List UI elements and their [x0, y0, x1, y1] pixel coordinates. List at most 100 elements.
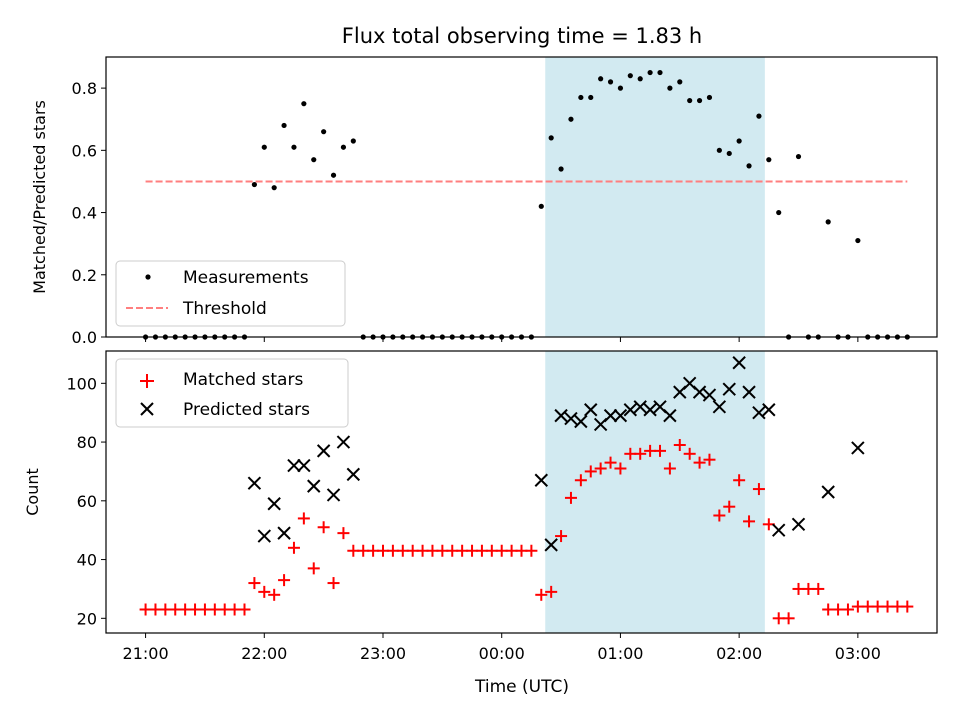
measurement-point	[667, 85, 673, 91]
measurement-point	[657, 69, 663, 76]
measurement-point	[766, 157, 772, 163]
matched-star-point	[594, 462, 607, 475]
measurement-point	[321, 129, 327, 135]
predicted-star-point	[722, 382, 736, 396]
matched-star-point	[752, 483, 765, 496]
measurement-point	[825, 219, 831, 225]
matched-star-point	[307, 562, 320, 575]
predicted-star-point	[326, 488, 341, 502]
predicted-star-point	[791, 517, 806, 532]
predicted-star-point	[692, 385, 707, 399]
predicted-star-point	[574, 414, 588, 429]
predicted-star-point	[633, 400, 647, 414]
measurement-point	[340, 144, 347, 150]
measurement-point	[617, 85, 624, 91]
predicted-star-point	[603, 408, 618, 423]
measurement-point	[558, 166, 564, 172]
matched-star-point	[258, 585, 271, 598]
predicted-star-point	[851, 441, 865, 455]
predicted-star-point	[742, 385, 756, 399]
measurement-point	[350, 138, 356, 144]
x-tick-label: 03:00	[835, 644, 881, 663]
x-tick-label: 01:00	[597, 644, 643, 663]
predicted-star-point	[247, 476, 262, 490]
matched-star-point	[297, 512, 310, 525]
measurement-point	[607, 79, 614, 85]
bottom-x-ticks: 21:00 22:00 23:00 00:00 01:00 02:00 03:00	[123, 633, 881, 663]
measurement-point	[568, 116, 574, 122]
measurement-point	[538, 203, 544, 209]
matched-star-point	[604, 456, 617, 469]
predicted-star-point	[287, 458, 301, 473]
y-tick-label: 100	[66, 374, 97, 393]
measurement-point	[706, 94, 713, 101]
measurement-point	[301, 101, 307, 107]
measurement-point	[677, 79, 683, 85]
measurement-point	[855, 237, 861, 244]
measurement-point	[637, 76, 643, 82]
top-axes-frame	[105, 56, 938, 338]
measurement-point	[311, 157, 317, 163]
predicted-star-point	[564, 411, 578, 426]
measurement-point	[776, 209, 782, 216]
matched-star-point	[278, 574, 291, 587]
measurement-point	[696, 97, 703, 104]
measurement-point	[251, 181, 257, 188]
y-tick-label: 40	[77, 551, 97, 570]
matched-star-point	[545, 585, 558, 598]
predicted-star-point	[307, 479, 321, 493]
chart-title: Flux total observing time = 1.83 h	[342, 24, 702, 48]
predicted-star-point	[821, 485, 835, 499]
predicted-star-point	[702, 388, 717, 402]
predicted-star-point	[534, 473, 548, 487]
matched-star-point	[535, 588, 548, 601]
measurement-point	[588, 94, 594, 101]
matched-star-point	[337, 527, 350, 540]
predicted-star-point	[732, 356, 746, 370]
top-legend-box	[115, 260, 346, 327]
measurement-point	[647, 69, 653, 76]
y-tick-label: 0.2	[72, 266, 97, 285]
matched-star-point	[673, 439, 686, 451]
y-tick-label: 0.4	[72, 204, 97, 223]
predicted-stars-points	[247, 356, 865, 552]
measurement-point	[261, 144, 267, 150]
predicted-star-point	[752, 405, 766, 420]
predicted-star-point	[712, 400, 727, 414]
matched-star-point	[584, 465, 597, 478]
matched-star-point	[248, 577, 261, 590]
matched-star-point	[901, 600, 914, 613]
matched-star-point	[703, 453, 716, 466]
legend-label-threshold: Threshold	[182, 299, 267, 319]
measurement-point	[726, 150, 732, 157]
matched-star-point	[614, 462, 627, 475]
measurement-point	[627, 73, 633, 79]
matched-star-point	[841, 603, 854, 616]
y-tick-label: 80	[77, 433, 97, 452]
matched-star-point	[743, 515, 756, 528]
top-y-axis-label: Matched/Predicted stars	[30, 100, 49, 294]
matched-star-point	[555, 530, 568, 543]
predicted-star-point	[554, 408, 568, 423]
predicted-star-point	[346, 467, 361, 482]
matched-star-point	[525, 544, 538, 557]
top-x-ticks	[145, 337, 859, 342]
predicted-star-point	[584, 403, 598, 417]
matched-star-point	[663, 462, 676, 475]
measurement-point	[795, 153, 802, 160]
measurement-point	[736, 138, 742, 144]
measurement-point	[598, 76, 604, 82]
measurement-point	[281, 122, 287, 129]
measurement-point	[687, 97, 693, 104]
y-tick-label: 20	[77, 609, 97, 628]
measurement-point	[271, 185, 277, 191]
observing-window-shade-top	[545, 57, 765, 337]
matched-star-point	[693, 456, 706, 469]
legend-label-measurements: Measurements	[183, 268, 309, 288]
x-tick-label: 22:00	[241, 644, 287, 663]
legend-label-matched: Matched stars	[183, 370, 303, 390]
predicted-star-point	[277, 526, 291, 540]
legend-marker-measurements	[145, 274, 151, 280]
measurement-point	[578, 94, 584, 101]
